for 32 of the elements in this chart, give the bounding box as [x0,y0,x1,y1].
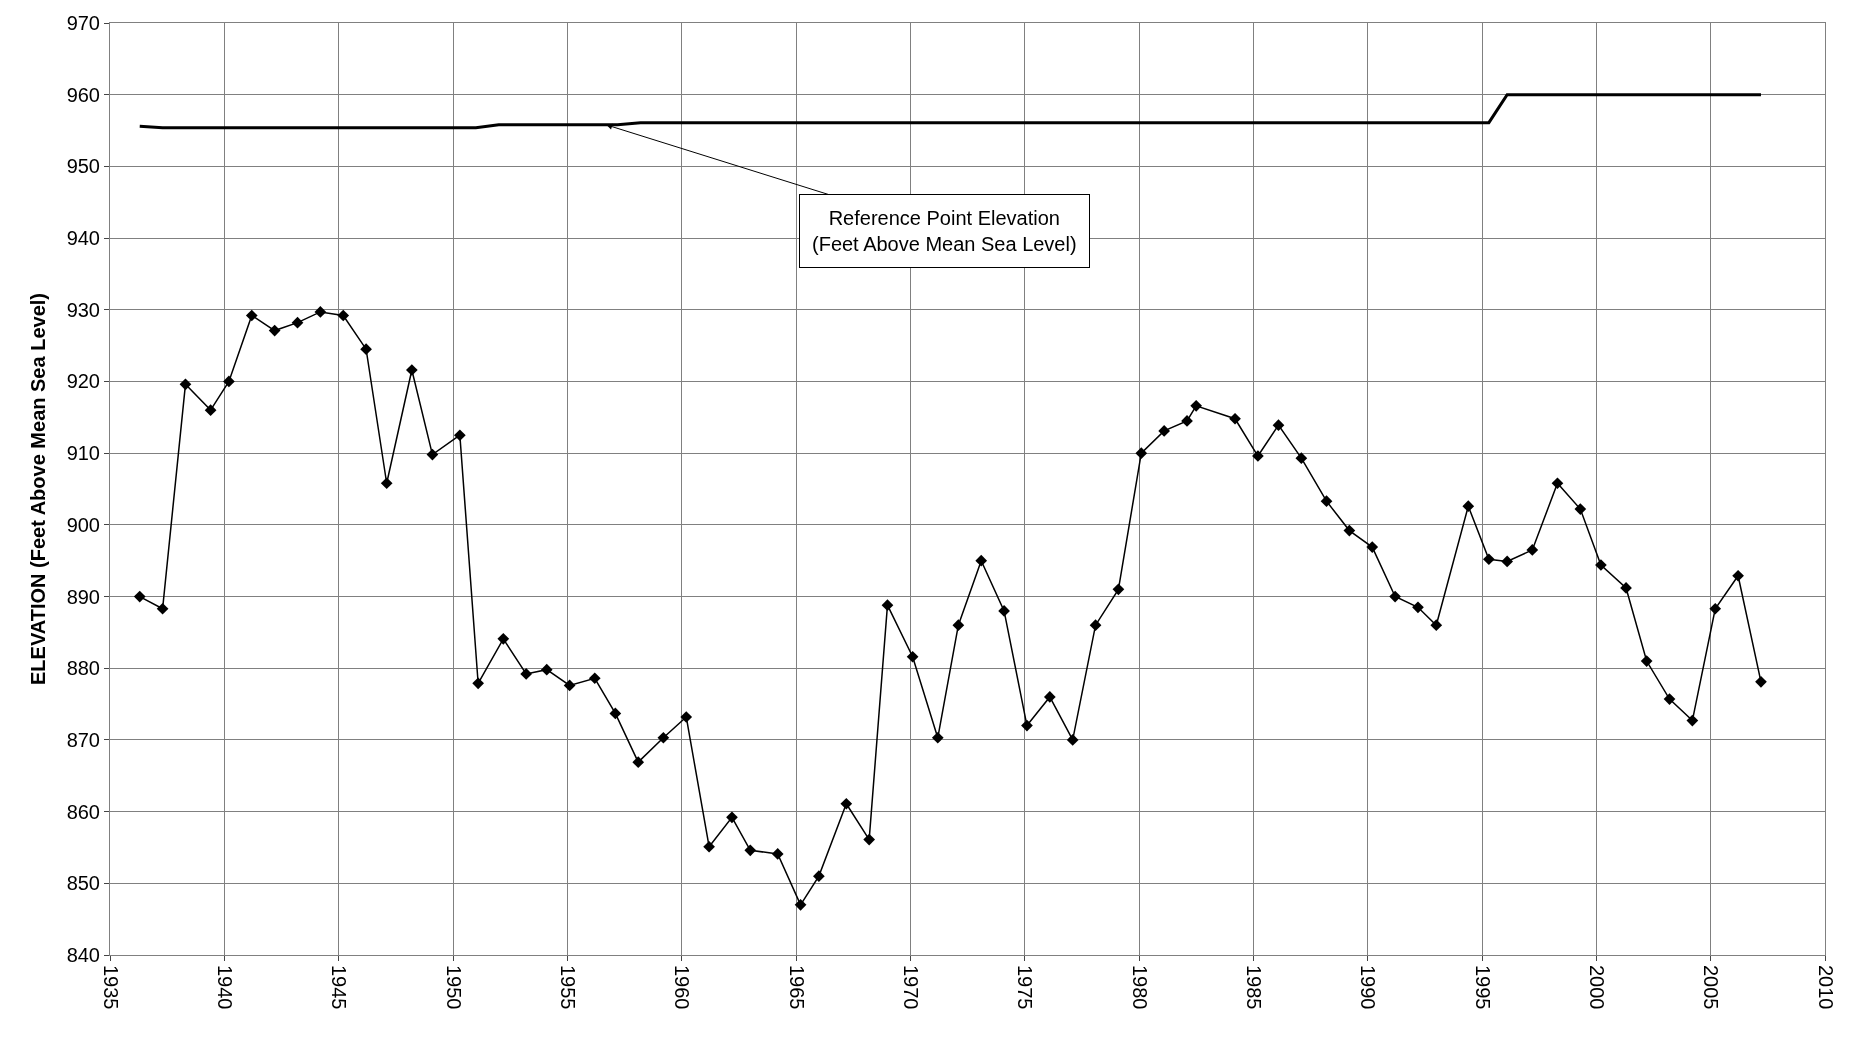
y-axis-title: ELEVATION (Feet Above Mean Sea Level) [27,293,50,685]
y-tick-label: 940 [66,227,100,250]
x-tick-label: 1965 [785,965,808,1010]
x-tick-label: 1985 [1242,965,1265,1010]
y-tick-label: 910 [66,442,100,465]
x-tick-label: 1995 [1471,965,1494,1010]
y-tick-label: 960 [66,83,100,106]
x-tick-label: 2010 [1814,965,1837,1010]
x-tick-label: 1975 [1014,965,1037,1010]
x-tick-label: 1955 [556,965,579,1010]
x-tick-label: 1950 [442,965,465,1010]
y-tick-label: 870 [66,728,100,751]
y-tick-label: 970 [66,12,100,34]
y-tick-label: 950 [66,155,100,178]
x-tick-label: 1970 [899,965,922,1010]
annotation: Reference Point Elevation (Feet Above Mean Sea Level) [812,207,1077,255]
x-tick-label: 1940 [213,965,236,1010]
x-tick-label: 1935 [99,965,122,1010]
y-tick-label: 890 [66,585,100,608]
x-tick-label: 2000 [1585,965,1608,1010]
y-tick-label: 880 [66,657,100,680]
y-tick-label: 860 [66,800,100,823]
x-tick-label: 1960 [671,965,694,1010]
x-tick-label: 2005 [1700,965,1723,1010]
x-tick-label: 1980 [1128,965,1151,1010]
y-tick-label: 920 [66,370,100,393]
y-tick-label: 930 [66,298,100,321]
x-tick-label: 1990 [1357,965,1380,1010]
y-tick-label: 900 [66,513,100,536]
y-tick-label: 840 [66,944,100,966]
y-tick-label: 850 [66,872,100,895]
x-tick-label: 1945 [328,965,351,1010]
